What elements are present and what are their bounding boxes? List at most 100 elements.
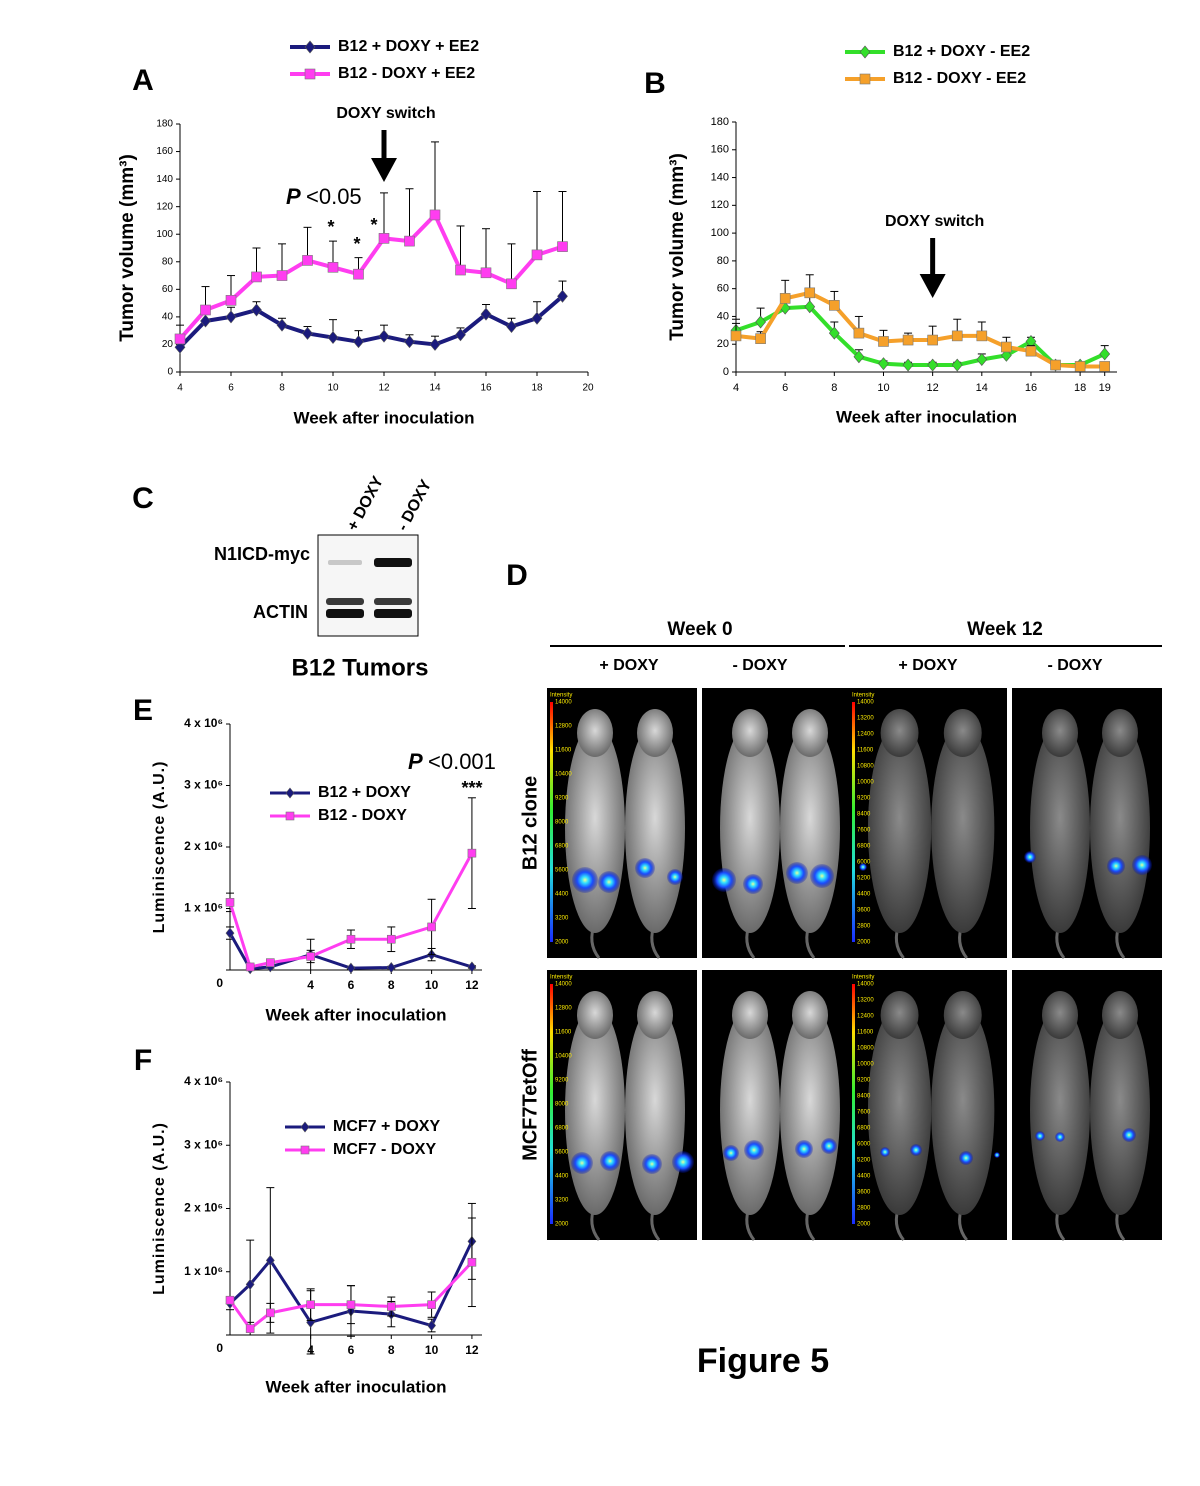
x-tick-label: 10 <box>877 382 889 394</box>
colorbar-tick-label: 10400 <box>555 772 572 778</box>
marker <box>347 1301 355 1309</box>
luminescence-spot <box>743 874 763 894</box>
marker <box>387 1303 395 1311</box>
marker <box>354 269 364 279</box>
x-tick-label: 14 <box>976 382 988 394</box>
y-tick-label: 180 <box>711 116 729 128</box>
marker <box>430 338 440 350</box>
mouse-head <box>732 709 768 757</box>
x-tick-label: 4 <box>177 383 183 394</box>
marker <box>328 262 338 272</box>
luminescence-spot <box>959 1151 973 1165</box>
y-tick-label: 40 <box>162 312 174 323</box>
band <box>326 609 364 618</box>
colorbar-tick-label: 6800 <box>857 1126 871 1132</box>
mouse-head <box>1042 991 1078 1039</box>
y-tick-label: 80 <box>162 256 174 267</box>
y-tick-label: 100 <box>711 227 729 239</box>
marker <box>860 74 870 84</box>
luminescence-spot <box>786 862 808 884</box>
colorbar-tick-label: 7600 <box>857 1110 871 1116</box>
colorbar-tick-label: 9200 <box>555 1078 569 1084</box>
colorbar-tick-label: 4400 <box>857 1174 871 1180</box>
marker <box>1001 342 1011 352</box>
marker <box>347 935 355 943</box>
marker <box>532 250 542 260</box>
marker <box>977 354 987 366</box>
colorbar-title: Intensity <box>550 693 572 699</box>
marker <box>430 210 440 220</box>
marker <box>307 1301 315 1309</box>
condition-label: + DOXY <box>898 657 957 674</box>
series-line <box>736 293 1105 367</box>
significance-star: * <box>327 217 334 237</box>
mouse-head <box>792 991 828 1039</box>
p-value: <0.001 <box>428 749 496 774</box>
marker <box>731 331 741 341</box>
colorbar-tick-label: 3200 <box>555 916 569 922</box>
x-axis-label: Week after inoculation <box>265 1005 446 1024</box>
legend-label: B12 + DOXY + EE2 <box>338 38 479 55</box>
band <box>374 609 412 618</box>
mouse-head <box>944 991 982 1039</box>
x-tick-label: 10 <box>425 1343 439 1357</box>
x-tick-label: 18 <box>531 383 543 394</box>
marker <box>456 265 466 275</box>
band <box>326 598 364 605</box>
luminescence-spot <box>712 868 736 892</box>
y-tick-label: 100 <box>156 229 173 240</box>
marker <box>878 336 888 346</box>
x-axis-label: Week after inoculation <box>836 407 1017 426</box>
x-tick-label: 10 <box>327 383 339 394</box>
marker <box>468 1258 476 1266</box>
y-tick-label: 140 <box>711 171 729 183</box>
legend-label: B12 - DOXY - EE2 <box>893 70 1026 87</box>
marker <box>246 963 254 971</box>
colorbar-tick-label: 14000 <box>555 982 572 988</box>
marker <box>405 336 415 348</box>
luminescence-spot <box>910 1144 922 1156</box>
y-tick-label: 4 x 10⁶ <box>184 1074 223 1088</box>
x-tick-label: 6 <box>228 383 234 394</box>
x-tick-label: 18 <box>1074 382 1086 394</box>
colorbar-tick-label: 11600 <box>857 1030 874 1036</box>
figure-title: Figure 5 <box>697 1342 829 1380</box>
x-tick-label: 8 <box>388 1343 395 1357</box>
x-tick-label: 10 <box>425 978 439 992</box>
luminescence-spot <box>672 1151 694 1173</box>
colorbar-tick-label: 2000 <box>857 1222 871 1228</box>
luminescence-spot <box>667 869 683 885</box>
mouse-head <box>577 991 613 1039</box>
colorbar-tick-label: 13200 <box>857 716 874 722</box>
colorbar-tick-label: 8000 <box>555 1102 569 1108</box>
mouse-head <box>732 991 768 1039</box>
marker <box>252 272 262 282</box>
luminescence-spot <box>571 1152 593 1174</box>
colorbar-tick-label: 14000 <box>857 982 874 988</box>
marker <box>387 935 395 943</box>
y-tick-label: 0 <box>167 367 173 378</box>
y-axis-label: Tumor volume (mm³) <box>117 154 138 342</box>
y-tick-label: 180 <box>156 119 173 130</box>
x-tick-label: 6 <box>782 382 788 394</box>
x-tick-label: 8 <box>279 383 285 394</box>
x-tick-label: 16 <box>1025 382 1037 394</box>
colorbar-tick-label: 6000 <box>857 860 871 866</box>
panel-label: D <box>506 559 528 592</box>
marker <box>379 330 389 342</box>
marker <box>305 41 315 53</box>
colorbar-tick-label: 8400 <box>857 812 871 818</box>
marker <box>226 311 236 323</box>
luminescence-spot <box>1035 1131 1045 1141</box>
significance-star: * <box>353 234 360 254</box>
luminescence-spot <box>795 1140 813 1158</box>
marker <box>860 46 870 58</box>
colorbar-tick-label: 2800 <box>857 1206 871 1212</box>
colorbar-tick-label: 2000 <box>857 940 871 946</box>
series-line <box>230 853 472 967</box>
marker <box>175 334 185 344</box>
x-tick-label: 12 <box>927 382 939 394</box>
luminescence-spot <box>635 858 655 878</box>
y-tick-label: 160 <box>156 146 173 157</box>
